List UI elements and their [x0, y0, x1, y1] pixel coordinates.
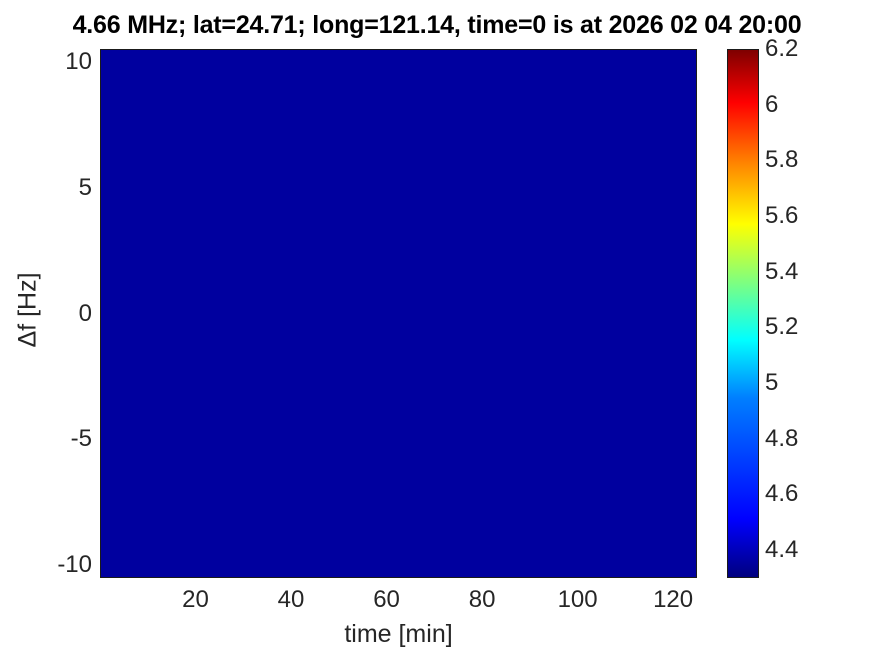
colorbar-tick-label: 4.4 — [765, 536, 799, 564]
y-tick-label: 5 — [78, 173, 92, 201]
x-axis-tick-labels: 20 40 60 80 100 120 — [100, 586, 697, 618]
colorbar-tick-label: 6.2 — [765, 35, 799, 62]
y-tick-label: 10 — [65, 47, 92, 75]
colorbar-tick-label: 5 — [765, 369, 779, 397]
x-tick-label: 20 — [182, 586, 209, 613]
colorbar-tick-labels: 6.2 6 5.8 5.6 5.4 5.2 5 4.8 4.6 4.4 — [765, 35, 865, 578]
x-axis-label: time [min] — [344, 620, 453, 648]
colorbar-tick-label: 6 — [765, 90, 779, 118]
x-tick-label: 80 — [468, 586, 496, 613]
colorbar-tick-label: 5.8 — [765, 146, 799, 174]
figure-title: 4.66 MHz; lat=24.71; long=121.14, time=0… — [72, 11, 802, 39]
colorbar-tick-label: 5.6 — [765, 202, 799, 230]
heatmap-surface — [101, 50, 696, 577]
x-tick-label: 120 — [653, 586, 694, 613]
heatmap-axes[interactable] — [100, 49, 697, 578]
colorbar-tick-label: 4.8 — [765, 424, 799, 452]
colorbar-tick-label: 5.4 — [765, 257, 799, 285]
colorbar[interactable] — [727, 49, 759, 578]
y-tick-label: -10 — [57, 551, 92, 579]
x-tick-label: 100 — [557, 586, 598, 613]
y-axis-tick-labels: 10 5 0 -5 -10 — [8, 47, 92, 579]
x-tick-label: 40 — [277, 586, 305, 613]
colorbar-tick-label: 5.2 — [765, 313, 799, 341]
y-axis-label: Δf [Hz] — [13, 272, 42, 348]
colorbar-tick-label: 4.6 — [765, 480, 799, 508]
y-tick-label: 0 — [78, 299, 92, 327]
y-tick-label: -5 — [70, 425, 92, 453]
x-tick-label: 60 — [373, 586, 400, 613]
